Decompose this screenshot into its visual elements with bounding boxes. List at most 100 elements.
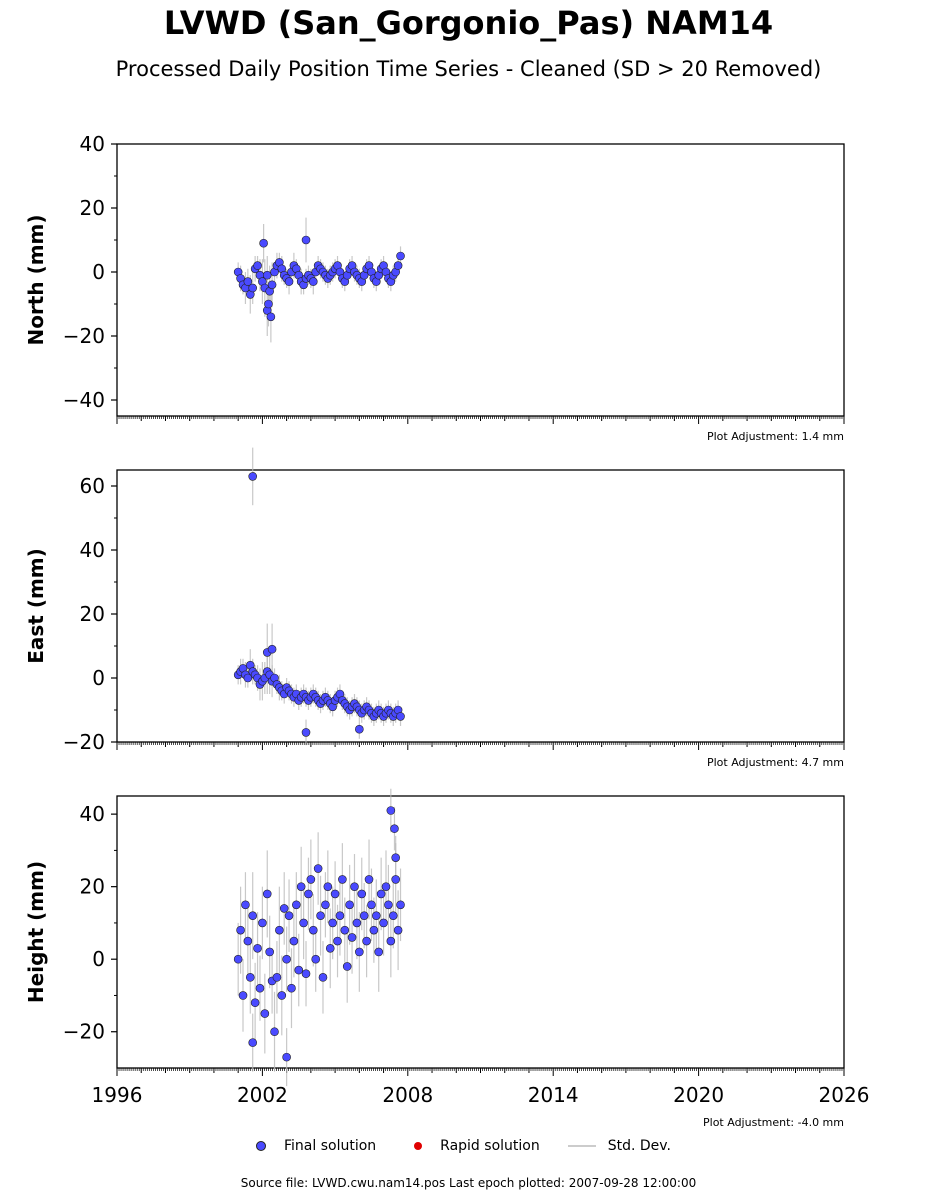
height-data-point [369,925,379,935]
height-data-point [270,1027,279,1037]
height-data-point [321,900,330,910]
north-plot-frame [116,143,845,417]
height-data-point [364,875,374,884]
height-y-tick-label: −20 [63,1020,105,1044]
legend-rapid: Rapid solution [408,1138,540,1154]
height-data-point [265,947,274,957]
north-y-tick-label: −40 [63,388,105,412]
height-data-point [335,911,345,920]
height-data-point [357,889,367,899]
north-data-point [267,280,277,290]
height-data-point [352,918,362,928]
north-data-point [262,270,272,280]
height-data-point [282,1052,291,1062]
height-data-point [362,936,371,946]
height-data-point [272,973,282,982]
height-data-point [333,936,342,946]
height-data-point [391,875,400,884]
north-y-tick-label: 20 [80,196,105,220]
height-data-point [325,944,335,953]
height-data-point [308,925,318,935]
height-y-axis-label: Height (mm) [24,861,48,1003]
east-y-tick-label: 60 [80,474,105,498]
height-data-point [390,824,399,833]
east-plot-frame [116,469,845,743]
height-data-point [289,936,299,946]
x-tick-label: 2026 [819,1083,870,1107]
east-data-point [355,724,364,734]
height-y-tick-label: 0 [92,947,105,971]
east-data-point [267,644,277,654]
height-data-point [253,944,262,953]
height-data-point [260,1009,270,1018]
height-plot-frame [116,795,845,1069]
height-data-point [282,954,291,964]
height-data-point [279,904,289,913]
east-y-tick-label: 0 [92,666,105,690]
east-y-axis-label: East (mm) [24,548,48,664]
height-data-point [296,882,306,891]
chart-subtitle: Processed Daily Position Time Series - C… [115,57,822,81]
height-y-tick-label: 20 [80,875,105,899]
height-data-point [350,882,359,891]
legend-rapid-label: Rapid solution [440,1138,540,1154]
x-tick-label: 2002 [237,1083,288,1107]
north-data-point [253,261,262,270]
east-data-point [396,712,405,721]
height-data-point [381,882,391,891]
source-footer: Source file: LVWD.cwu.nam14.pos Last epo… [240,1176,697,1190]
north-y-tick-label: 40 [80,132,105,156]
height-data-point [294,965,304,975]
height-data-point [371,911,381,920]
east-data-point [301,728,311,737]
legend-std: Std. Dev. [567,1138,671,1154]
height-data-point [287,983,296,993]
height-data-point [386,936,396,946]
height-data-point [342,962,352,971]
height-data-point [299,918,308,928]
height-data-point [386,806,396,815]
height-data-point [338,875,347,884]
east-y-tick-label: −20 [63,730,105,754]
height-data-point [258,918,267,928]
legend-std-label: Std. Dev. [607,1138,671,1154]
legend-final-label: Final solution [284,1138,377,1154]
height-data-point [250,998,260,1008]
chart-title: LVWD (San_Gorgonio_Pas) NAM14 [163,4,774,42]
north-y-tick-label: 0 [92,260,105,284]
height-data-point [284,911,294,920]
height-data-point [355,947,364,957]
height-data-point [245,973,255,982]
height-data-point [347,933,357,942]
x-tick-label: 2008 [382,1083,433,1107]
height-data-point [396,900,405,910]
height-data-point [306,875,316,884]
height-data-point [262,889,272,899]
height-plot-adjustment: Plot Adjustment: -4.0 mm [703,1116,844,1129]
height-data-point [304,889,313,899]
height-data-point [330,889,340,899]
east-data-point [243,673,253,683]
legend: Final solution Rapid solution Std. Dev. [250,1138,699,1154]
height-data-point [233,954,243,964]
height-data-point [238,991,248,1000]
north-data-point [396,251,405,261]
std-dev-line-icon [567,1145,596,1147]
height-data-point [248,1038,258,1047]
x-tick-label: 2020 [673,1083,724,1107]
height-data-point [323,882,333,891]
height-data-point [384,900,393,910]
north-y-tick-label: −20 [63,324,105,348]
legend-final: Final solution [250,1138,376,1154]
final-solution-marker-icon [256,1141,266,1151]
north-data-point [248,283,258,293]
height-data-point [243,936,253,946]
height-y-tick-label: 40 [80,802,105,826]
height-data-point [255,983,265,993]
height-data-point [318,973,328,982]
height-data-point [301,969,311,979]
north-data-point [301,235,311,245]
north-data-point [264,299,273,309]
north-data-point [259,238,268,248]
